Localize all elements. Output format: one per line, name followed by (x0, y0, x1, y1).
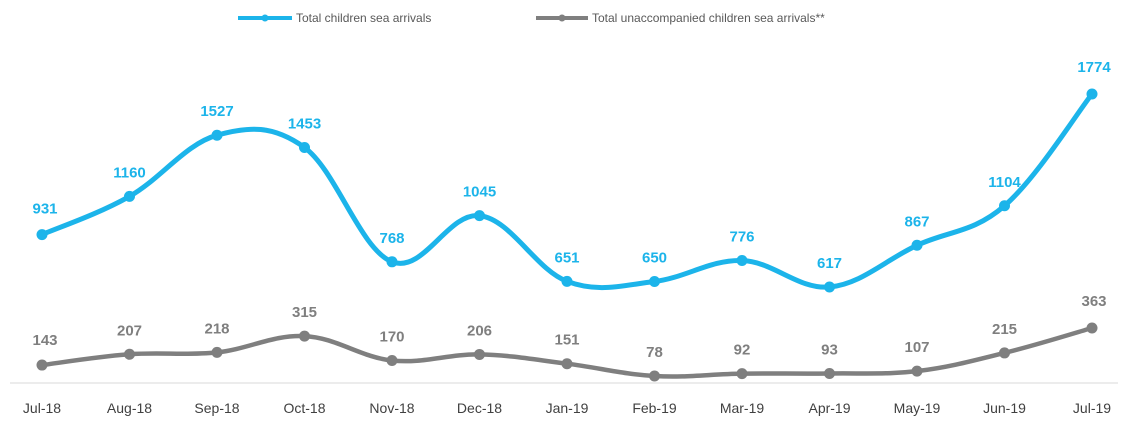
data-point (299, 142, 310, 154)
data-point (911, 365, 923, 377)
data-point (824, 281, 835, 293)
data-point (1086, 322, 1098, 334)
data-label: 1160 (113, 164, 146, 181)
data-label: 206 (467, 322, 492, 339)
legend: Total children sea arrivals Total unacco… (238, 11, 825, 25)
data-point (649, 275, 660, 287)
data-label: 1527 (200, 103, 233, 120)
data-label: 93 (821, 341, 838, 358)
series-layer (36, 88, 1098, 382)
data-label: 617 (817, 255, 842, 272)
data-label: 78 (646, 344, 663, 361)
data-label: 867 (904, 213, 929, 230)
data-label: 1045 (463, 184, 496, 201)
legend-label-total-children: Total children sea arrivals (296, 11, 431, 25)
data-point (124, 190, 135, 202)
data-point (911, 239, 923, 251)
x-tick-label: Jul-18 (23, 400, 61, 416)
data-point (386, 355, 398, 367)
data-label: 218 (204, 320, 229, 337)
data-label: 315 (292, 304, 317, 321)
x-tick-label: Nov-18 (369, 400, 414, 416)
data-label: 768 (379, 230, 404, 247)
data-point (736, 368, 748, 380)
data-point (299, 330, 310, 342)
data-point (36, 359, 48, 371)
data-point (474, 210, 485, 222)
data-point (999, 347, 1010, 359)
data-point (211, 129, 223, 141)
x-tick-label: Apr-19 (808, 400, 850, 416)
legend-marker-total-children (261, 14, 269, 22)
data-label: 1104 (988, 174, 1021, 191)
x-tick-label: Feb-19 (632, 400, 677, 416)
x-tick-label: Aug-18 (107, 400, 152, 416)
data-label: 776 (729, 228, 754, 245)
data-label: 107 (904, 339, 929, 356)
data-label: 1453 (288, 116, 321, 133)
x-tick-label: Jul-19 (1073, 400, 1111, 416)
data-point (649, 370, 660, 382)
x-tick-label: Oct-18 (283, 400, 325, 416)
data-label: 151 (554, 332, 579, 349)
data-point (386, 256, 398, 268)
data-label: 92 (734, 342, 751, 359)
data-point (999, 200, 1010, 212)
data-labels: 931 1160 1527 1453 768 1045 651 650 776 617 867 110… (32, 59, 1111, 361)
x-tick-label: Sep-18 (194, 400, 239, 416)
data-label: 207 (117, 322, 142, 339)
x-tick-label: Jan-19 (546, 400, 589, 416)
legend-label-unaccompanied-children: Total unaccompanied children sea arrival… (592, 11, 825, 25)
data-label: 215 (992, 321, 1017, 338)
x-tick-label: Dec-18 (457, 400, 502, 416)
data-point (824, 367, 835, 379)
x-tick-label: Jun-19 (983, 400, 1026, 416)
x-tick-label: Mar-19 (720, 400, 765, 416)
data-point (36, 229, 48, 241)
data-point (211, 346, 223, 358)
data-label: 650 (642, 249, 667, 266)
legend-item-unaccompanied-children: Total unaccompanied children sea arrival… (536, 11, 825, 25)
data-label: 143 (32, 332, 57, 349)
data-label: 651 (554, 249, 579, 266)
data-point (474, 348, 485, 360)
data-point (736, 254, 748, 266)
x-axis-tick-labels: Jul-18 Aug-18 Sep-18 Oct-18 Nov-18 Dec-18 Jan-… (23, 400, 1111, 416)
data-label: 931 (32, 201, 57, 218)
data-point (561, 358, 573, 370)
data-label: 170 (379, 329, 404, 346)
data-label: 1774 (1077, 59, 1111, 76)
data-point (124, 348, 135, 360)
data-point (561, 275, 573, 287)
data-point (1086, 88, 1098, 100)
x-tick-label: May-19 (894, 400, 941, 416)
legend-marker-unaccompanied-children (558, 14, 566, 22)
data-label: 363 (1081, 293, 1106, 310)
legend-item-total-children: Total children sea arrivals (238, 11, 431, 25)
